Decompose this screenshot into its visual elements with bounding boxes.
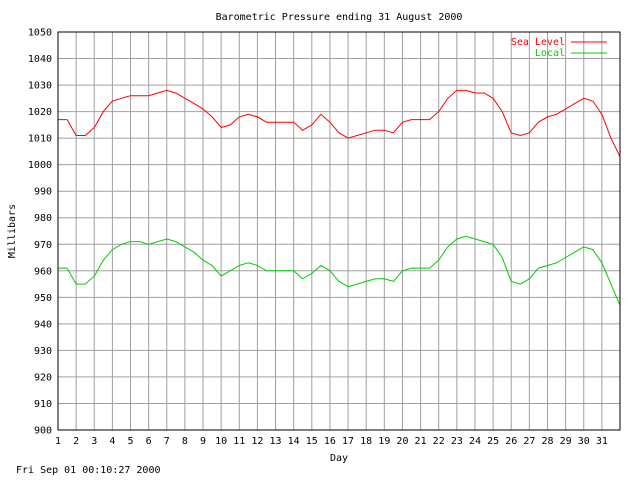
x-tick-label: 23 (451, 436, 463, 447)
x-tick-label: 29 (560, 436, 572, 447)
y-tick-label: 940 (34, 319, 52, 330)
x-tick-label: 14 (288, 436, 300, 447)
x-tick-label: 18 (360, 436, 372, 447)
x-tick-label: 12 (251, 436, 263, 447)
legend-label: Sea Level (511, 37, 565, 48)
x-tick-label: 15 (306, 436, 318, 447)
y-tick-label: 1020 (28, 107, 52, 118)
legend-label: Local (535, 48, 565, 59)
x-tick-label: 17 (342, 436, 354, 447)
x-tick-label: 11 (233, 436, 245, 447)
x-tick-label: 16 (324, 436, 336, 447)
series-line-sea-level (58, 89, 621, 157)
x-tick-label: 30 (578, 436, 590, 447)
x-tick-label: 8 (182, 436, 188, 447)
x-tick-label: 21 (415, 436, 427, 447)
x-tick-label: 6 (146, 436, 152, 447)
y-tick-label: 980 (34, 213, 52, 224)
x-axis-label: Day (330, 453, 348, 464)
grid (58, 31, 620, 431)
y-tick-label: 1040 (28, 54, 52, 65)
y-tick-label: 900 (34, 426, 52, 437)
x-tick-labels: 1 2 3 4 5 6 7 8 9 10 11 12 13 14 15 16 17 18 19 20 21 22 23 24 2… (55, 436, 608, 447)
x-tick-label: 13 (270, 436, 282, 447)
x-tick-label: 25 (487, 436, 499, 447)
y-axis-label: Millibars (7, 204, 18, 258)
x-tick-label: 28 (541, 436, 553, 447)
x-tick-label: 24 (469, 436, 481, 447)
x-tick-label: 26 (505, 436, 517, 447)
x-tick-label: 27 (523, 436, 535, 447)
x-tick-label: 5 (128, 436, 134, 447)
x-tick-label: 22 (433, 436, 445, 447)
y-tick-label: 990 (34, 187, 52, 198)
y-tick-label: 1000 (28, 160, 52, 171)
y-tick-label: 1050 (28, 28, 52, 39)
x-tick-label: 1 (55, 436, 61, 447)
x-tick-label: 20 (396, 436, 408, 447)
x-tick-label: 19 (378, 436, 390, 447)
y-tick-labels: 900 910 920 930 940 950 960 970 980 990 1000 1010 10… (28, 28, 52, 437)
y-tick-label: 930 (34, 346, 52, 357)
y-tick-label: 960 (34, 266, 52, 277)
y-tick-label: 1030 (28, 81, 52, 92)
y-tick-label: 910 (34, 399, 52, 410)
x-tick-label: 3 (91, 436, 97, 447)
series-layer (58, 89, 621, 306)
footer-timestamp: Fri Sep 01 00:10:27 2000 (16, 465, 161, 476)
y-tick-label: 950 (34, 293, 52, 304)
y-tick-label: 1010 (28, 134, 52, 145)
x-tick-label: 10 (215, 436, 227, 447)
x-tick-label: 4 (109, 436, 115, 447)
x-tick-label: 9 (200, 436, 206, 447)
series-line-local (58, 235, 621, 306)
x-tick-label: 31 (596, 436, 608, 447)
chart-title: Barometric Pressure ending 31 August 200… (216, 12, 463, 23)
y-tick-label: 920 (34, 372, 52, 383)
x-tick-label: 2 (73, 436, 79, 447)
plot-border (57, 31, 621, 431)
y-tick-label: 970 (34, 240, 52, 251)
x-tick-label: 7 (164, 436, 170, 447)
